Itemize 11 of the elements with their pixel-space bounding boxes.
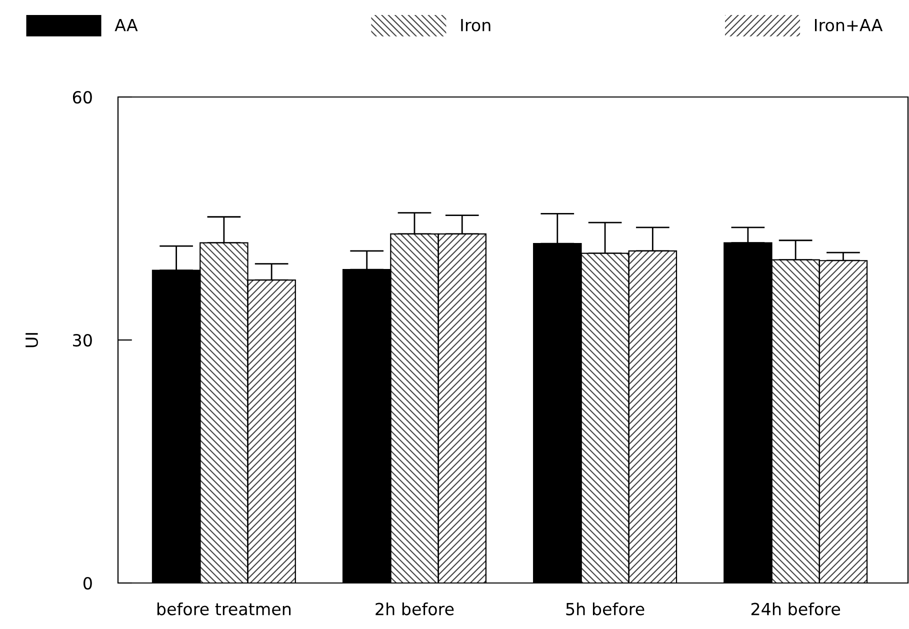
x-tick-label: 2h before bbox=[376, 602, 454, 616]
x-tick-label: 5h before bbox=[566, 602, 644, 616]
x-tick-label: before treatmen bbox=[157, 602, 291, 616]
y-tick-label: 0 bbox=[83, 576, 92, 590]
y-tick-label: 60 bbox=[72, 90, 92, 104]
y-axis-title: UI bbox=[26, 333, 38, 348]
y-tick-label: 30 bbox=[73, 334, 92, 347]
legend-label: Iron bbox=[461, 19, 490, 32]
legend-label: Iron+AA bbox=[814, 19, 883, 32]
x-tick-label: 24h before bbox=[751, 602, 840, 616]
legend-label: AA bbox=[114, 19, 138, 32]
